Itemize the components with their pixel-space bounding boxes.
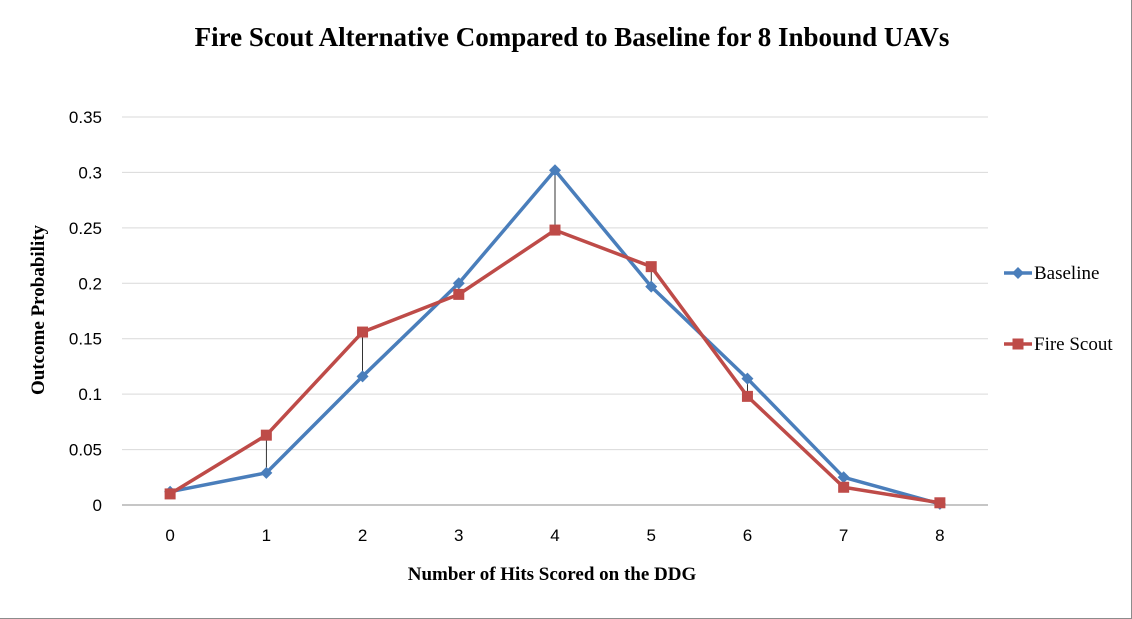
y-tick-label: 0.05	[69, 441, 102, 460]
chart-title: Fire Scout Alternative Compared to Basel…	[195, 22, 950, 52]
data-point-fire-scout	[260, 429, 272, 441]
data-point-fire-scout	[453, 288, 465, 300]
y-tick-label: 0.3	[78, 163, 102, 182]
legend-label: Fire Scout	[1034, 334, 1113, 355]
legend-marker	[1012, 267, 1024, 279]
y-tick-label: 0	[93, 496, 102, 515]
x-tick-label: 2	[358, 526, 367, 545]
y-tick-label: 0.25	[69, 219, 102, 238]
legend: Baseline Fire Scout	[1004, 263, 1113, 355]
data-point-baseline	[741, 372, 754, 385]
data-point-fire-scout	[934, 497, 946, 509]
y-tick-label: 0.2	[78, 274, 102, 293]
series-layer	[164, 164, 946, 510]
y-axis-ticks: 0 0.05 0.1 0.15 0.2 0.25 0.3 0.35	[69, 108, 102, 515]
data-point-baseline	[837, 471, 850, 484]
x-axis-title: Number of Hits Scored on the DDG	[408, 564, 697, 585]
series-baseline	[164, 164, 946, 510]
data-point-fire-scout	[838, 481, 850, 493]
legend-item-baseline: Baseline	[1004, 263, 1099, 284]
x-tick-label: 0	[165, 526, 174, 545]
x-tick-label: 7	[839, 526, 848, 545]
data-point-baseline	[645, 280, 658, 293]
x-tick-label: 4	[550, 526, 559, 545]
data-point-fire-scout	[549, 224, 561, 236]
data-point-baseline	[260, 466, 273, 479]
data-point-fire-scout	[164, 488, 176, 500]
data-point-fire-scout	[645, 261, 657, 273]
data-point-baseline	[549, 164, 561, 177]
legend-marker	[1012, 338, 1024, 350]
data-point-baseline	[356, 370, 369, 383]
data-point-baseline	[452, 277, 465, 290]
y-tick-label: 0.1	[78, 385, 102, 404]
x-tick-label: 3	[454, 526, 463, 545]
y-tick-label: 0.35	[69, 108, 102, 127]
x-tick-label: 5	[646, 526, 655, 545]
x-tick-label: 8	[935, 526, 944, 545]
y-tick-label: 0.15	[69, 330, 102, 349]
data-point-fire-scout	[741, 390, 753, 402]
legend-label: Baseline	[1034, 263, 1099, 284]
legend-item-fire-scout: Fire Scout	[1004, 334, 1113, 355]
data-point-fire-scout	[357, 326, 369, 338]
y-axis-title: Outcome Probability	[28, 224, 49, 395]
series-line-fire-scout	[169, 228, 941, 505]
x-tick-label: 6	[743, 526, 752, 545]
series-fire-scout	[164, 224, 946, 509]
x-axis-ticks: 0 1 2 3 4 5 6 7 8	[165, 526, 944, 545]
x-tick-label: 1	[262, 526, 271, 545]
